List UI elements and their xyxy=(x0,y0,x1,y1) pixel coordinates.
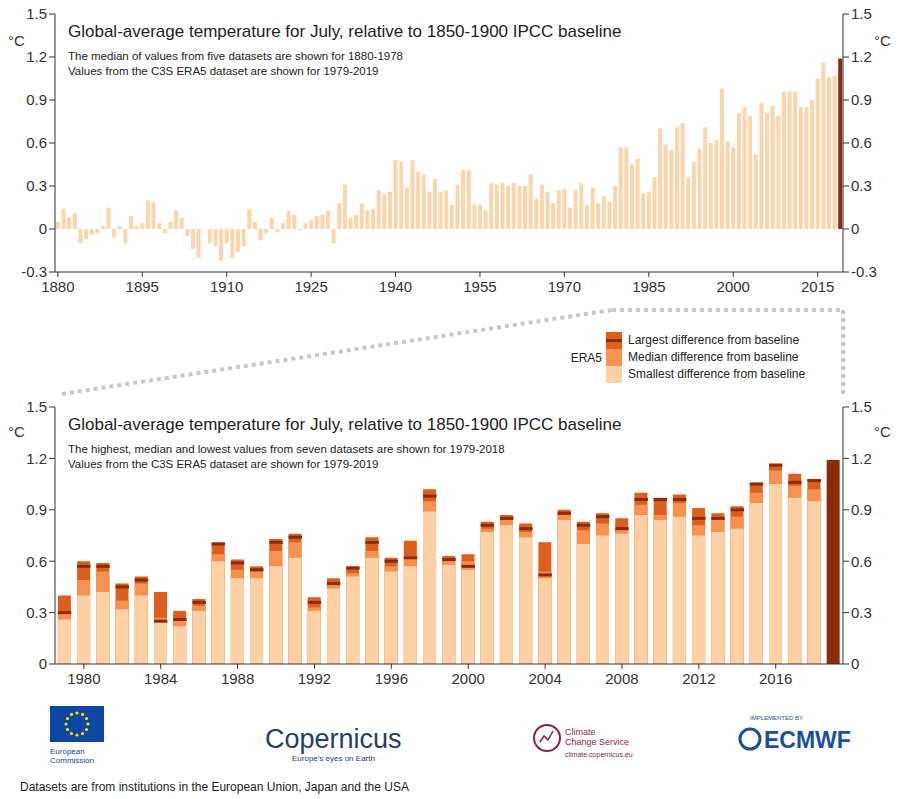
svg-text:1996: 1996 xyxy=(375,670,408,687)
svg-text:0.9: 0.9 xyxy=(851,501,872,518)
svg-text:2016: 2016 xyxy=(759,670,792,687)
html-text:Values from the C3S ERA5 datas: Values from the C3S ERA5 dataset are sho… xyxy=(68,458,379,470)
html-text:°C: °C xyxy=(874,32,891,49)
svg-text:1.5: 1.5 xyxy=(26,398,47,415)
html-text:Global-average temperature for: Global-average temperature for July, rel… xyxy=(68,22,622,41)
svg-text:0: 0 xyxy=(851,220,859,237)
html-text:The median of values from five: The median of values from five datasets … xyxy=(68,50,403,62)
svg-text:1984: 1984 xyxy=(144,670,177,687)
svg-text:-0.3: -0.3 xyxy=(851,263,877,280)
svg-text:0: 0 xyxy=(851,655,859,672)
svg-text:-0.3: -0.3 xyxy=(21,263,47,280)
svg-text:Europe's eyes on Earth: Europe's eyes on Earth xyxy=(292,754,375,763)
svg-text:1955: 1955 xyxy=(463,278,496,295)
html-text:Global-average temperature for: Global-average temperature for July, rel… xyxy=(68,415,622,434)
svg-text:Commission: Commission xyxy=(50,756,94,765)
html-text:The highest, median and lowest: The highest, median and lowest values fr… xyxy=(68,443,505,455)
html-text:°C: °C xyxy=(874,423,891,440)
svg-text:1988: 1988 xyxy=(221,670,254,687)
svg-text:0: 0 xyxy=(39,220,47,237)
svg-text:Largest difference from baseli: Largest difference from baseline xyxy=(628,333,800,347)
html-text:°C: °C xyxy=(8,423,25,440)
svg-text:0.6: 0.6 xyxy=(26,134,47,151)
html-text:°C: °C xyxy=(8,32,25,49)
svg-text:0.3: 0.3 xyxy=(26,604,47,621)
svg-text:1880: 1880 xyxy=(41,278,74,295)
svg-text:ECMWF: ECMWF xyxy=(764,727,851,753)
svg-text:European: European xyxy=(50,747,85,756)
svg-text:Copernicus: Copernicus xyxy=(265,724,402,754)
svg-text:0.3: 0.3 xyxy=(26,177,47,194)
svg-text:Change Service: Change Service xyxy=(565,737,629,747)
svg-text:0.6: 0.6 xyxy=(851,134,872,151)
svg-text:1.2: 1.2 xyxy=(851,450,872,467)
svg-text:0.9: 0.9 xyxy=(26,501,47,518)
svg-text:1940: 1940 xyxy=(379,278,412,295)
svg-text:Climate: Climate xyxy=(565,727,596,737)
svg-text:Datasets are from institutions: Datasets are from institutions in the Eu… xyxy=(20,780,409,794)
svg-text:0.6: 0.6 xyxy=(851,553,872,570)
svg-text:1970: 1970 xyxy=(548,278,581,295)
svg-text:0: 0 xyxy=(39,655,47,672)
svg-text:2008: 2008 xyxy=(605,670,638,687)
svg-text:0.3: 0.3 xyxy=(851,177,872,194)
svg-text:1.5: 1.5 xyxy=(851,398,872,415)
svg-text:0.9: 0.9 xyxy=(26,91,47,108)
svg-text:1910: 1910 xyxy=(210,278,243,295)
svg-text:1895: 1895 xyxy=(126,278,159,295)
svg-text:1992: 1992 xyxy=(298,670,331,687)
svg-text:2015: 2015 xyxy=(801,278,834,295)
svg-text:0.6: 0.6 xyxy=(26,553,47,570)
svg-text:1.2: 1.2 xyxy=(26,48,47,65)
svg-text:0.3: 0.3 xyxy=(851,604,872,621)
svg-text:ERA5: ERA5 xyxy=(571,351,603,365)
svg-text:climate.copernicus.eu: climate.copernicus.eu xyxy=(565,751,633,759)
svg-text:2004: 2004 xyxy=(528,670,561,687)
svg-text:1925: 1925 xyxy=(294,278,327,295)
svg-text:1.2: 1.2 xyxy=(26,450,47,467)
svg-text:1985: 1985 xyxy=(632,278,665,295)
svg-text:2000: 2000 xyxy=(717,278,750,295)
svg-text:0.9: 0.9 xyxy=(851,91,872,108)
svg-text:2012: 2012 xyxy=(682,670,715,687)
svg-text:Median difference from baselin: Median difference from baseline xyxy=(628,350,799,364)
svg-text:2000: 2000 xyxy=(452,670,485,687)
svg-text:1.5: 1.5 xyxy=(851,5,872,22)
svg-text:IMPLEMENTED BY: IMPLEMENTED BY xyxy=(750,715,803,721)
svg-text:1.5: 1.5 xyxy=(26,5,47,22)
svg-text:1.2: 1.2 xyxy=(851,48,872,65)
svg-text:1980: 1980 xyxy=(67,670,100,687)
svg-text:Smallest difference from basel: Smallest difference from baseline xyxy=(628,367,806,381)
html-text:Values from the C3S ERA5 datas: Values from the C3S ERA5 dataset are sho… xyxy=(68,65,379,77)
